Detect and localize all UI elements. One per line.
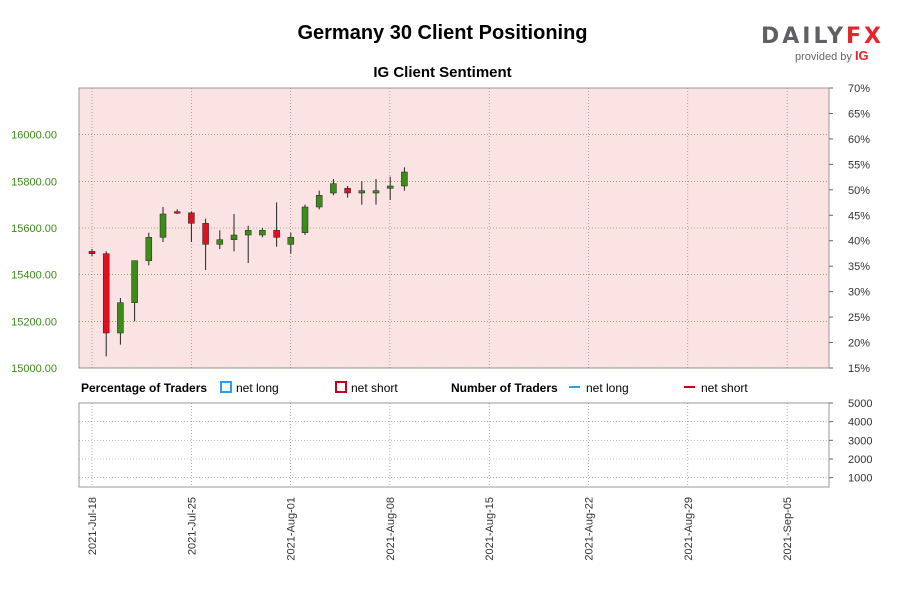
count-tick-label: 1000 xyxy=(848,473,872,485)
bearish-candle xyxy=(273,230,280,238)
count-tick-label: 4000 xyxy=(848,417,872,429)
price-tick-label: 15200.00 xyxy=(11,316,57,328)
price-tick-label: 16000.00 xyxy=(11,130,57,142)
pct-tick-label: 50% xyxy=(848,185,870,197)
bearish-candle xyxy=(188,212,195,224)
legend-num-title: Number of Traders xyxy=(451,381,558,395)
pct-tick-label: 30% xyxy=(848,287,870,299)
x-tick-label: 2021-Aug-15 xyxy=(484,497,496,561)
bearish-candle xyxy=(102,253,110,334)
bullish-candle xyxy=(159,213,167,238)
bullish-candle xyxy=(330,183,337,194)
bullish-candle xyxy=(372,190,380,194)
count-tick-label: 2000 xyxy=(848,454,872,466)
pct-tick-label: 35% xyxy=(848,261,870,273)
traders-plot-frame xyxy=(78,402,830,488)
bullish-candle xyxy=(358,190,366,194)
x-tick-label: 2021-Aug-29 xyxy=(683,497,695,561)
pct-tick-label: 60% xyxy=(848,134,870,146)
price-tick-label: 15600.00 xyxy=(11,223,57,235)
pct-tick-label: 20% xyxy=(848,338,870,350)
bearish-candle xyxy=(88,251,96,254)
chart-subtitle: IG Client Sentiment xyxy=(373,64,512,81)
x-tick-label: 2021-Jul-18 xyxy=(87,497,99,555)
pct-tick-label: 15% xyxy=(848,363,870,375)
legend-net-short-label: net short xyxy=(351,381,398,395)
x-tick-label: 2021-Aug-01 xyxy=(286,497,298,561)
legend-net-long-swatch xyxy=(220,381,232,393)
pct-tick-label: 70% xyxy=(848,83,870,95)
x-tick-label: 2021-Aug-22 xyxy=(584,497,596,561)
bullish-candle xyxy=(315,195,323,208)
legend-pct-title: Percentage of Traders xyxy=(81,381,207,395)
bullish-candle xyxy=(131,260,138,303)
bearish-candle xyxy=(202,223,209,245)
bullish-candle xyxy=(145,237,153,261)
bearish-candle xyxy=(173,211,181,214)
x-tick-label: 2021-Sep-05 xyxy=(782,497,794,561)
count-tick-label: 3000 xyxy=(848,435,872,447)
x-tick-label: 2021-Jul-25 xyxy=(186,497,198,555)
bullish-candle xyxy=(117,302,124,334)
bullish-candle xyxy=(230,234,238,240)
dailyfx-logo: DAILYFX provided by IG xyxy=(761,24,884,63)
x-tick-label: 2021-Aug-08 xyxy=(385,497,397,561)
bullish-candle xyxy=(301,206,309,233)
bullish-candle xyxy=(386,185,394,189)
legend-num-long-label: net long xyxy=(586,381,629,395)
bullish-candle xyxy=(244,230,252,236)
pct-tick-label: 40% xyxy=(848,236,870,248)
pct-tick-label: 65% xyxy=(848,108,870,120)
count-tick-label: 5000 xyxy=(848,398,872,410)
price-tick-label: 15000.00 xyxy=(11,363,57,375)
chart-title: Germany 30 Client Positioning xyxy=(297,22,588,44)
price-tick-label: 15400.00 xyxy=(11,270,57,282)
bearish-candle xyxy=(344,188,351,194)
bullish-candle xyxy=(259,230,266,236)
legend-num-short-label: net short xyxy=(701,381,748,395)
legend-net-long-label: net long xyxy=(236,381,279,395)
price-tick-label: 15800.00 xyxy=(11,176,57,188)
pct-tick-label: 45% xyxy=(848,210,870,222)
pct-tick-label: 25% xyxy=(848,312,870,324)
bullish-candle xyxy=(287,237,295,245)
bullish-candle xyxy=(216,239,224,245)
pct-tick-label: 55% xyxy=(848,159,870,171)
legend-net-short-swatch xyxy=(335,381,347,393)
bullish-candle xyxy=(401,171,408,187)
